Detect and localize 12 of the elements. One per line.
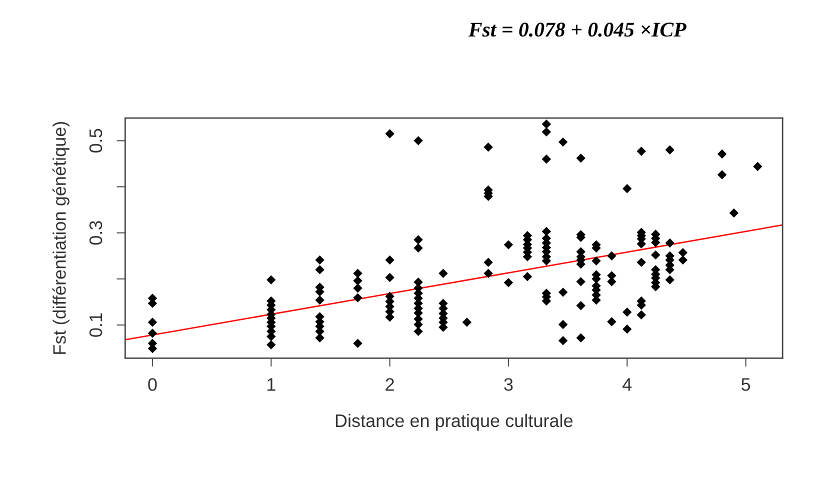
x-tick-label: 4 — [622, 378, 632, 391]
y-tick-label: 0.3 — [89, 221, 102, 245]
x-tick-label: 0 — [148, 378, 157, 391]
x-tick-label: 2 — [386, 378, 394, 391]
text: Fst = 0.078 + 0.045 ×ICP — [468, 22, 686, 37]
y-axis-title: Fst (différentiation génétique) — [52, 122, 70, 354]
y-tick-label: 0.1 — [89, 313, 102, 337]
x-tick-label: 5 — [741, 378, 750, 391]
y-tick-label: 0.5 — [89, 128, 102, 153]
x-axis-title: Distance en pratique culturale — [336, 414, 573, 431]
x-tick-label: 3 — [504, 378, 513, 391]
x-tick-label: 1 — [267, 378, 276, 391]
